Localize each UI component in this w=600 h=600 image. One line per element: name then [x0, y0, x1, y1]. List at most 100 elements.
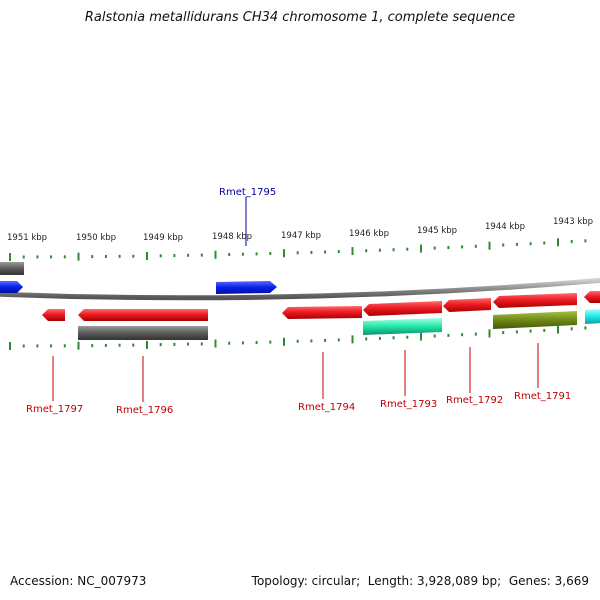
top-scale-tick	[570, 240, 573, 244]
top-scale-tick	[529, 242, 532, 246]
cds-rmet-1793[interactable]	[363, 301, 442, 316]
bottom-scale-tick	[104, 343, 107, 347]
bottom-scale-tick	[420, 332, 422, 341]
gene-blue-rmet-1795[interactable]	[216, 281, 277, 294]
chromosome-backbone	[0, 277, 600, 301]
top-scale-tick	[146, 252, 148, 260]
bottom-scale-tick	[474, 332, 477, 336]
topology-label: Topology:	[251, 574, 308, 588]
top-scale-tick	[132, 254, 135, 258]
top-scale-tick	[433, 246, 436, 250]
bottom-scale-tick	[173, 342, 176, 346]
label-rmet-1794[interactable]: Rmet_1794	[298, 402, 355, 413]
top-scale-tick	[392, 248, 395, 252]
sequence-info: Topology: circular; Length: 3,928,089 bp…	[251, 574, 589, 588]
gene-rmet-1793[interactable]	[363, 318, 442, 335]
label-rmet-1791[interactable]: Rmet_1791	[514, 391, 571, 402]
top-scale-tick	[269, 252, 272, 255]
bottom-scale-tick	[50, 344, 53, 348]
bottom-strand-cds	[42, 291, 600, 321]
bottom-scale-tick	[159, 343, 162, 347]
bottom-scale-tick	[255, 341, 258, 344]
topology-value: circular	[311, 574, 357, 588]
bottom-scale-tick	[557, 325, 559, 334]
gene-gray-top-left[interactable]	[0, 262, 24, 275]
label-rmet-1793[interactable]: Rmet_1793	[380, 399, 437, 410]
bottom-scale-tick	[36, 344, 39, 348]
top-scale-tick	[474, 244, 477, 248]
scale-label-1943: 1943 kbp	[553, 217, 593, 227]
top-scale-tick	[241, 252, 244, 256]
cds-rmet-1794[interactable]	[282, 306, 362, 319]
top-scale-tick	[200, 253, 203, 257]
top-scale-tick	[91, 255, 94, 259]
gene-rmet-1796[interactable]	[78, 326, 208, 340]
bottom-scale-tick	[118, 343, 121, 347]
label-rmet-1795[interactable]: Rmet_1795	[219, 187, 276, 198]
top-scale-tick	[406, 247, 409, 251]
bottom-scale-tick	[146, 340, 148, 349]
cds-right-edge[interactable]	[584, 291, 600, 303]
top-scale-tick	[187, 253, 190, 257]
bottom-scale-tick	[228, 341, 231, 345]
top-scale-tick	[420, 244, 422, 253]
label-rmet-1796[interactable]: Rmet_1796	[116, 405, 173, 416]
cds-rmet-1792[interactable]	[443, 298, 491, 312]
top-scale-tick	[447, 246, 450, 249]
top-scale-ticks	[9, 238, 587, 261]
bottom-scale-tick	[241, 341, 244, 345]
cds-rmet-1797[interactable]	[42, 309, 65, 321]
accession-value: NC_007973	[77, 574, 147, 588]
scale-label-1944: 1944 kbp	[485, 222, 525, 232]
accession-info: Accession: NC_007973	[10, 574, 146, 588]
bottom-scale-ticks	[9, 325, 587, 350]
genes-label: Genes:	[508, 574, 551, 588]
bottom-scale-tick	[406, 335, 409, 339]
bottom-scale-tick	[91, 344, 94, 348]
gene-cyan-right-edge[interactable]	[585, 309, 600, 324]
scale-label-1948: 1948 kbp	[212, 232, 252, 242]
map-title: Ralstonia metallidurans CH34 chromosome …	[84, 10, 516, 25]
top-scale-tick	[324, 250, 327, 254]
length-label: Length:	[367, 574, 414, 588]
gene-blue-top-left[interactable]	[0, 281, 23, 293]
gene-rmet-1791[interactable]	[493, 311, 577, 329]
bottom-scale-tick	[433, 334, 436, 338]
bottom-scale-tick	[529, 329, 532, 333]
bottom-scale-tick	[351, 335, 354, 344]
top-scale-tick	[543, 241, 546, 245]
gene-labels: Rmet_1795 Rmet_1797 Rmet_1796 Rmet_1794 …	[26, 187, 571, 416]
scale-label-1950: 1950 kbp	[76, 233, 116, 243]
bottom-scale-tick	[187, 342, 190, 346]
bottom-scale-tick	[392, 336, 395, 340]
top-scale-tick	[228, 253, 231, 256]
bottom-scale-tick	[488, 329, 491, 338]
label-rmet-1797[interactable]: Rmet_1797	[26, 404, 83, 415]
bottom-scale-tick	[9, 342, 11, 350]
cds-rmet-1791[interactable]	[493, 293, 577, 308]
bottom-scale-tick	[296, 339, 299, 343]
length-value: 3,928,089 bp	[417, 574, 498, 588]
top-scale-tick	[488, 241, 491, 250]
cds-rmet-1796[interactable]	[78, 309, 208, 321]
top-scale-tick	[63, 255, 66, 259]
bottom-scale-tick	[310, 339, 313, 343]
scale-label-1947: 1947 kbp	[281, 231, 321, 241]
top-scale-tick	[36, 255, 39, 259]
top-scale-tick	[515, 242, 518, 246]
top-scale-tick	[310, 250, 313, 254]
bottom-strand-genes	[78, 309, 600, 340]
top-scale-tick	[557, 238, 559, 247]
top-scale-tick	[9, 253, 11, 261]
top-scale-tick	[296, 251, 299, 255]
label-rmet-1792[interactable]: Rmet_1792	[446, 395, 503, 406]
bottom-scale-tick	[515, 330, 518, 334]
leader-lines	[52, 197, 539, 402]
top-scale-tick	[173, 254, 176, 258]
genes-value: 3,669	[554, 574, 589, 588]
scale-label-1949: 1949 kbp	[143, 233, 183, 243]
bottom-scale-tick	[337, 338, 340, 342]
bottom-scale-tick	[570, 327, 573, 331]
bottom-scale-tick	[200, 342, 203, 346]
